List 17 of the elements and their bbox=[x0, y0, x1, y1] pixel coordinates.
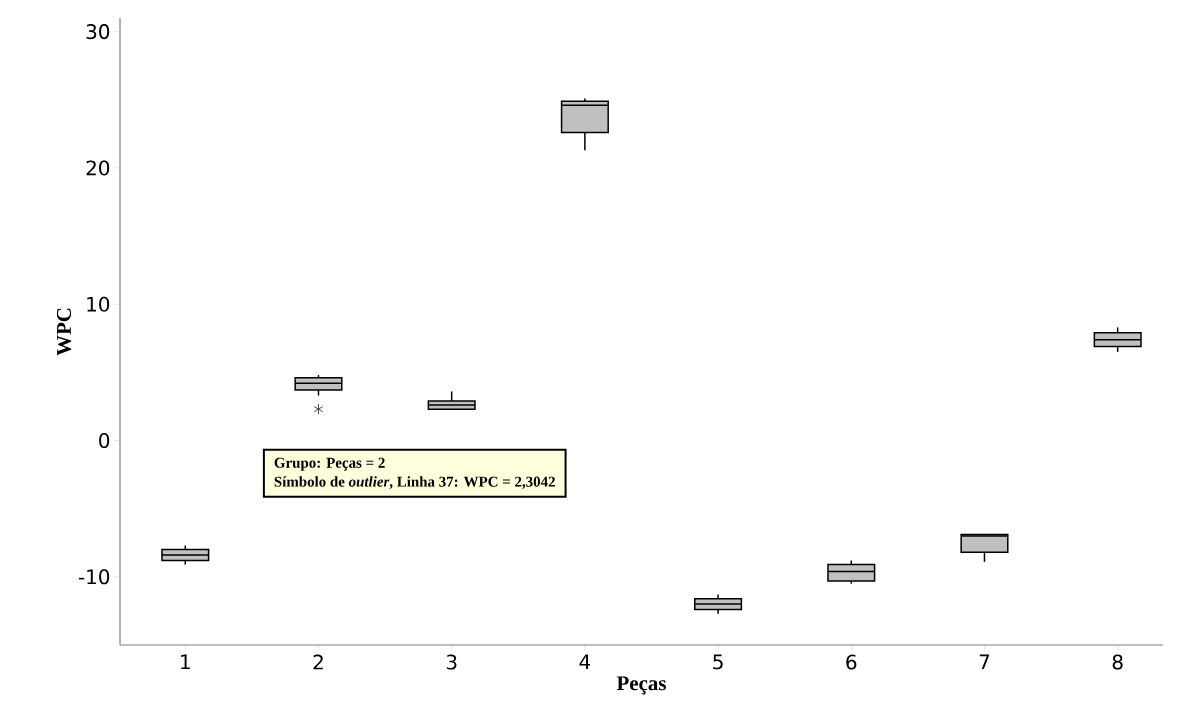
y-tick-label: 30 bbox=[86, 24, 110, 40]
x-tick-label: 4 bbox=[579, 654, 591, 670]
x-tick-label: 8 bbox=[1112, 654, 1123, 670]
x-tick-label: 3 bbox=[446, 654, 457, 670]
x-tick-label: 5 bbox=[713, 654, 723, 670]
annotation: Grupo: Peças = 2 bbox=[274, 457, 385, 471]
x-tick-label: 7 bbox=[979, 654, 990, 670]
y-tick-label: 0 bbox=[99, 433, 110, 449]
y-tick-label: 10 bbox=[87, 296, 110, 312]
y-axis-title: WPC bbox=[56, 308, 72, 356]
x-axis-title: Peças bbox=[616, 676, 666, 695]
x-tick-label: 1 bbox=[181, 654, 190, 670]
text: Símbolo de outlier, Linha 37: WPC = 2,3042 bbox=[274, 476, 555, 489]
x-tick-label: 6 bbox=[846, 654, 857, 670]
x-tick-label: 2 bbox=[313, 654, 323, 670]
y-tick-label: -10 bbox=[78, 569, 110, 585]
y-tick-label: 20 bbox=[86, 160, 110, 176]
